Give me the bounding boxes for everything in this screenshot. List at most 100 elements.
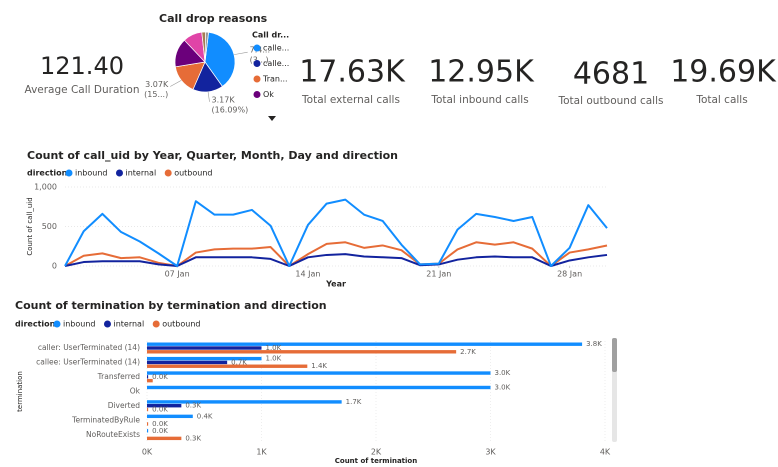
legend-swatch — [253, 60, 261, 67]
card-value: 121.40 — [40, 52, 124, 80]
legend-label: Ok — [263, 90, 274, 99]
pie-leader — [207, 91, 210, 102]
x-tick-label: 21 Jan — [426, 270, 451, 279]
bar — [147, 346, 262, 350]
bar — [147, 342, 583, 346]
bar-data-label: 2.7K — [460, 348, 476, 356]
card-label: Total calls — [695, 94, 747, 106]
scrollbar-thumb[interactable] — [612, 338, 617, 372]
x-tick-label: 0K — [142, 448, 153, 457]
x-axis-label: Year — [325, 280, 346, 289]
y-tick-label: caller: UserTerminated (14) — [38, 343, 140, 352]
pie-leader — [234, 51, 248, 55]
bar — [147, 429, 149, 433]
chart-title: Call drop reasons — [159, 12, 268, 25]
card-label: Average Call Duration — [25, 84, 140, 96]
pie-data-label: (16.09%) — [212, 105, 249, 114]
bar-data-label: 0.7K — [231, 358, 247, 366]
bar-data-label: 3.8K — [586, 340, 602, 348]
legend-title: Call dr... — [252, 31, 289, 40]
pie-data-label: (15...) — [144, 90, 168, 99]
bar — [147, 350, 457, 354]
card-label: Total external calls — [301, 94, 400, 106]
legend-swatch — [53, 320, 61, 328]
bar-data-label: 3.0K — [495, 369, 511, 377]
y-tick-label: 0 — [52, 262, 57, 271]
legend-swatch — [253, 75, 261, 83]
bar — [147, 356, 262, 361]
bar-data-label: 1.0K — [266, 355, 282, 363]
bar — [147, 404, 182, 408]
bar — [147, 407, 149, 412]
x-tick-label: 28 Jan — [557, 270, 582, 279]
legend-swatch — [152, 320, 160, 328]
y-tick-label: Diverted — [108, 401, 141, 410]
bar — [147, 422, 149, 426]
legend-swatch — [253, 44, 261, 52]
legend-label: internal — [113, 320, 144, 329]
legend-scroll-arrow[interactable] — [268, 116, 276, 121]
bar — [147, 360, 228, 365]
y-tick-label: Ok — [130, 387, 141, 396]
legend-swatch — [103, 320, 111, 328]
bar-data-label: 0.0K — [152, 427, 168, 435]
y-tick-label: 500 — [42, 222, 57, 231]
pie-data-label: (3...) — [250, 56, 269, 65]
legend-label: outbound — [174, 169, 212, 178]
legend-label: inbound — [63, 320, 95, 329]
y-axis-label: termination — [16, 371, 24, 412]
legend-label: calle... — [263, 59, 289, 68]
bar-data-label: 1.0K — [266, 344, 282, 352]
bar-data-label: 1.4K — [311, 362, 327, 370]
x-tick-label: 07 Jan — [165, 270, 190, 279]
pie-slice — [204, 31, 236, 87]
legend-label: inbound — [75, 169, 107, 178]
y-tick-label: TerminatedByRule — [71, 415, 140, 424]
legend-label: outbound — [162, 320, 200, 329]
x-axis-label: Count of termination — [335, 457, 417, 465]
legend-label: Tran... — [262, 75, 288, 84]
line-series — [64, 241, 608, 267]
bar — [147, 385, 491, 390]
legend-swatch — [253, 91, 261, 98]
legend-label: internal — [125, 169, 156, 178]
bar — [147, 375, 149, 379]
card-label: Total inbound calls — [430, 94, 528, 106]
pie-slice — [204, 31, 209, 63]
x-tick-label: 3K — [485, 448, 496, 457]
legend-title: direction — [15, 320, 56, 329]
y-tick-label: Transferred — [97, 372, 141, 381]
y-axis-label: Count of call_uid — [26, 197, 34, 255]
bar-data-label: 3.0K — [495, 383, 511, 391]
pie-data-label: 3.17K — [212, 95, 236, 104]
bar-data-label: 0.3K — [185, 434, 201, 442]
x-tick-label: 1K — [256, 448, 267, 457]
line-series — [64, 198, 608, 267]
y-tick-label: 1,000 — [34, 183, 57, 192]
y-tick-label: NoRouteExists — [86, 430, 140, 439]
bar — [147, 378, 153, 383]
card-value: 12.95K — [428, 55, 535, 90]
bar-data-label: 0.0K — [152, 420, 168, 428]
card-label: Total outbound calls — [558, 95, 664, 107]
pie-data-label: 7.4... — [250, 46, 270, 55]
bar — [147, 436, 182, 441]
bar-data-label: 0.0K — [152, 406, 168, 414]
bar — [147, 364, 308, 368]
line-series — [64, 253, 608, 267]
legend-label: calle... — [263, 44, 289, 53]
card-value: 17.63K — [299, 55, 406, 90]
card-value: 19.69K — [670, 55, 777, 90]
bar-data-label: 0.3K — [185, 402, 201, 410]
x-tick-label: 14 Jan — [295, 270, 320, 279]
legend-swatch — [115, 169, 123, 177]
bar — [147, 400, 342, 404]
x-tick-label: 2K — [371, 448, 382, 457]
card-value: 4681 — [573, 57, 649, 92]
chart-title: Count of termination by termination and … — [15, 299, 327, 312]
y-tick-label: callee: UserTerminated (14) — [36, 358, 140, 367]
legend-swatch — [65, 169, 73, 177]
x-tick-label: 4K — [600, 448, 611, 457]
bar — [147, 414, 193, 419]
